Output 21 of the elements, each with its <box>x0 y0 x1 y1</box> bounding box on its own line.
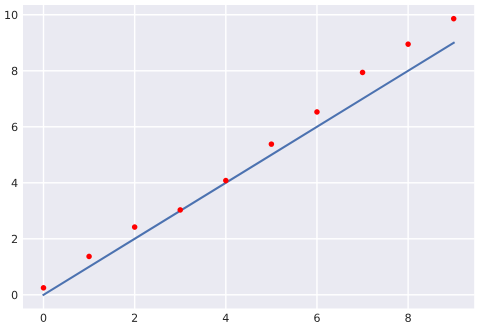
y-tick-label: 0 <box>12 290 18 300</box>
point <box>86 254 92 260</box>
x-tick-label: 4 <box>222 314 229 322</box>
y-tick-label: 10 <box>5 10 18 20</box>
point <box>314 109 320 115</box>
point <box>40 285 46 291</box>
y-tick-label: 2 <box>12 234 18 244</box>
y-tick-label: 8 <box>12 66 18 76</box>
x-tick-label: 6 <box>314 314 320 322</box>
point <box>405 41 411 47</box>
point <box>132 224 138 230</box>
x-tick-label: 2 <box>132 314 138 322</box>
x-tick-label: 8 <box>405 314 411 322</box>
point <box>223 178 229 184</box>
point <box>450 16 456 22</box>
y-tick-label: 4 <box>12 178 18 188</box>
point <box>360 70 366 76</box>
point <box>177 207 184 213</box>
point <box>268 141 274 147</box>
y-tick-label: 6 <box>12 122 18 132</box>
x-tick-label: 0 <box>40 314 46 322</box>
